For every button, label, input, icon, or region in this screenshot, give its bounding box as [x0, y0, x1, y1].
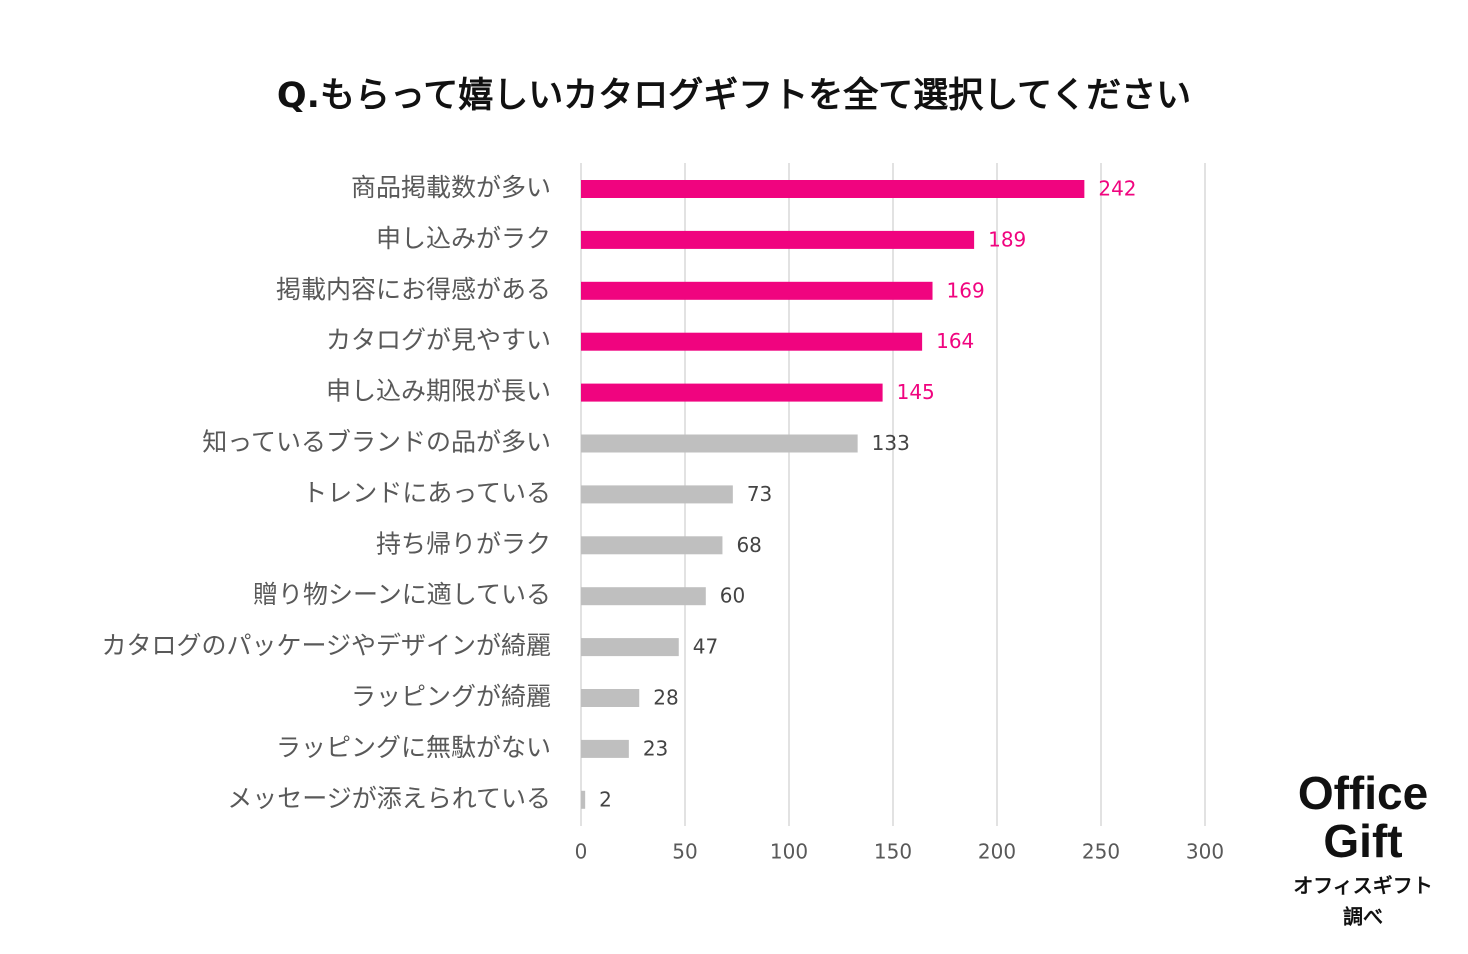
bar: [581, 230, 975, 249]
x-tick-label: 250: [1082, 840, 1120, 864]
value-label: 68: [736, 533, 761, 557]
bar: [581, 332, 923, 351]
bar: [581, 790, 586, 809]
y-tick-label: 贈り物シーンに適している: [253, 580, 551, 609]
bar: [581, 587, 706, 606]
logo-text: Office: [1298, 767, 1428, 819]
x-tick-label: 200: [978, 840, 1016, 864]
y-tick-label: 申し込み期限が長い: [326, 377, 551, 406]
value-label: 242: [1098, 177, 1136, 201]
x-tick-label: 0: [575, 840, 588, 864]
value-label: 60: [720, 584, 745, 608]
bar: [581, 536, 723, 555]
y-tick-label: 掲載内容にお得感がある: [276, 275, 551, 304]
y-tick-label: 申し込みがラク: [376, 224, 551, 253]
y-tick-label: ラッピングが綺麗: [351, 682, 551, 711]
x-tick-label: 300: [1186, 840, 1224, 864]
value-label: 164: [936, 329, 974, 353]
y-tick-label: カタログが見やすい: [326, 326, 551, 355]
chart-title: Q.もらって嬉しいカタログギフトを全て選択してください: [277, 75, 1191, 116]
bar: [581, 383, 883, 402]
bar: [581, 638, 679, 657]
x-tick-label: 50: [672, 840, 697, 864]
y-tick-label: トレンドにあっている: [302, 478, 551, 507]
value-label: 73: [747, 482, 772, 506]
y-tick-label: ラッピングに無駄がない: [276, 733, 551, 762]
value-label: 133: [872, 431, 910, 455]
y-tick-label: メッセージが添えられている: [227, 784, 551, 813]
x-tick-label: 150: [874, 840, 912, 864]
value-label: 145: [897, 380, 935, 404]
value-label: 189: [988, 227, 1026, 251]
value-label: 23: [643, 736, 668, 760]
value-label: 28: [653, 686, 678, 710]
bar: [581, 180, 1085, 198]
bar: [581, 739, 629, 758]
logo-caption: 調べ: [1343, 905, 1383, 929]
value-label: 169: [947, 278, 985, 302]
bar: [581, 281, 933, 300]
y-tick-label: 持ち帰りがラク: [376, 529, 551, 558]
x-tick-label: 100: [770, 840, 808, 864]
logo-caption: オフィスギフト: [1293, 874, 1433, 898]
y-tick-label: 商品掲載数が多い: [351, 173, 551, 202]
logo-text: Gift: [1323, 815, 1402, 867]
value-label: 2: [599, 787, 612, 811]
bar: [581, 434, 858, 453]
y-tick-label: カタログのパッケージやデザインが綺麗: [101, 631, 551, 660]
y-tick-label: 知っているブランドの品が多い: [202, 428, 551, 457]
bar: [581, 689, 640, 707]
bar: [581, 485, 733, 504]
value-label: 47: [693, 635, 718, 659]
